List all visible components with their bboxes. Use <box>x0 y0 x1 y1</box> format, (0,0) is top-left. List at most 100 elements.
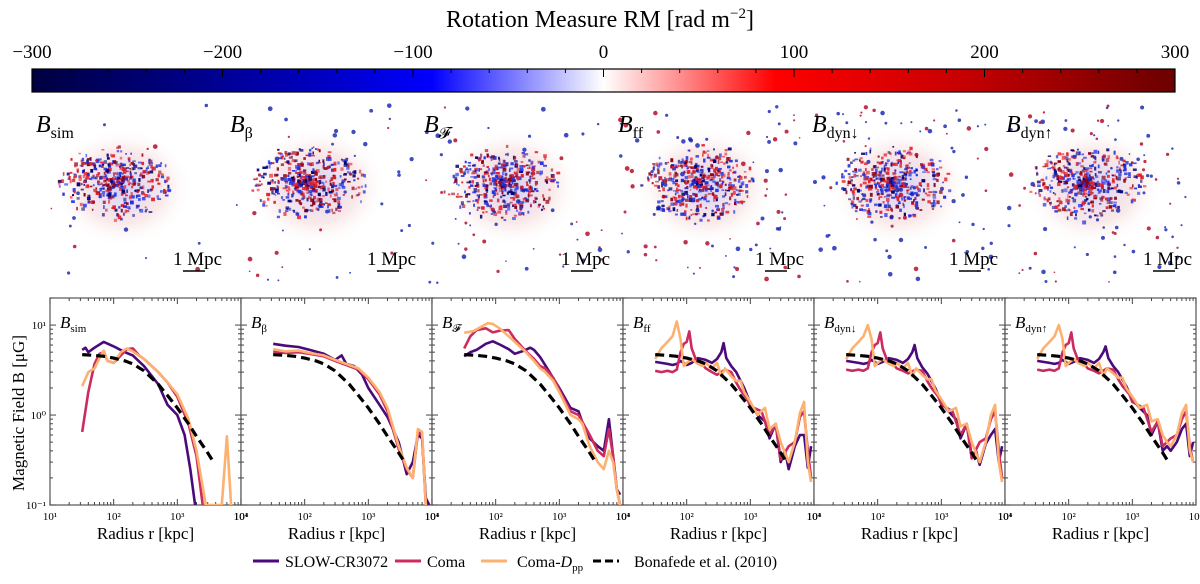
panel-title: Bff <box>633 313 651 335</box>
colorbar: Rotation Measure RM [rad m−2] −300 −200 −1… <box>12 6 1189 93</box>
map-label: B𝓕 <box>424 112 454 142</box>
x-tick-label: 10² <box>107 511 122 523</box>
x-tick-label: 10¹ <box>234 511 248 523</box>
series-line-coma-dpp <box>272 347 428 505</box>
rm-speckles <box>235 103 414 282</box>
colorbar-tick-label: 100 <box>780 42 809 63</box>
profile-panel-5: 10¹ 10² 10³ 10⁴ Radius r [kpc] Bdyn↑ <box>998 297 1200 543</box>
series-line-coma-dpp <box>654 320 813 483</box>
series-line-bonafede-et-al-2010- <box>273 353 406 463</box>
x-tick-label: 10⁴ <box>807 511 822 523</box>
y-tick-label: 10⁻¹ <box>26 500 46 512</box>
x-tick-label: 10² <box>871 511 886 523</box>
rm-speckles <box>618 105 801 282</box>
rm-map-3: Bff 1 Mpc <box>618 105 804 282</box>
scale-bar-label: 1 Mpc <box>949 249 998 270</box>
colorbar-tick-label: −200 <box>203 42 242 63</box>
rm-speckles <box>1006 104 1187 284</box>
panel-frame <box>622 297 815 506</box>
y-tick-label: 10⁰ <box>31 410 47 422</box>
series-line-coma <box>463 327 622 505</box>
colorbar-title: Rotation Measure RM [rad m−2] <box>446 6 754 33</box>
x-axis-label: Radius r [kpc] <box>288 524 385 543</box>
x-tick-label: 10⁴ <box>425 511 440 523</box>
panel-title: Bsim <box>60 313 87 335</box>
rm-map-0: Bsim 1 Mpc <box>36 103 222 275</box>
x-tick-label: 10³ <box>1125 511 1140 523</box>
panel-frame <box>1004 297 1197 506</box>
colorbar-tick-label: 300 <box>1161 42 1190 63</box>
scale-bar-label: 1 Mpc <box>1143 249 1192 270</box>
panel-title: Bdyn↑ <box>1015 313 1047 335</box>
colorbar-tick-label: 0 <box>599 42 609 63</box>
colorbar-tick-label: 200 <box>970 42 999 63</box>
profile-panel-2: 10¹ 10² 10³ 10⁴ Radius r [kpc] B𝓕 <box>425 297 631 543</box>
x-axis-label: Radius r [kpc] <box>479 524 576 543</box>
panel-frame <box>431 297 624 506</box>
rm-speckles <box>812 105 994 283</box>
x-tick-label: 10⁴ <box>234 511 249 523</box>
x-tick-label: 10¹ <box>43 511 57 523</box>
x-tick-label: 10² <box>298 511 313 523</box>
map-label: Bdyn↑ <box>1006 112 1053 142</box>
profile-panel-0: 10¹ 10² 10³ 10⁴ 10⁻¹ 10⁰ 10¹ Radius r [kpc] Bsim <box>26 297 249 543</box>
rm-map-5: Bdyn↑ 1 Mpc <box>1006 104 1192 284</box>
legend-entry: Coma-Dpp <box>481 554 584 574</box>
legend-entry: SLOW-CR3072 <box>253 554 388 571</box>
series-line-slow-cr3072 <box>654 341 813 471</box>
legend: SLOW-CR3072 Coma Coma-Dpp Bonafede et al. (… <box>253 554 777 574</box>
scale-bar-label: 1 Mpc <box>367 249 416 270</box>
x-tick-label: 10² <box>680 511 695 523</box>
series-group <box>1036 323 1195 463</box>
panel-frame <box>813 297 1006 506</box>
x-axis-label: Radius r [kpc] <box>1052 524 1149 543</box>
series-group <box>463 321 622 505</box>
series-line-bonafede-et-al-2010- <box>1037 353 1170 463</box>
panel-title: B𝓕 <box>442 313 462 335</box>
series-line-coma-dpp <box>845 323 1004 483</box>
y-tick-label: 10¹ <box>32 320 46 332</box>
map-label: Bff <box>618 112 644 142</box>
panel-title: Bdyn↓ <box>824 313 856 335</box>
rm-speckles <box>424 106 603 285</box>
series-line-slow-cr3072 <box>81 340 197 505</box>
series-line-coma-dpp <box>1036 323 1195 463</box>
x-tick-label: 10⁴ <box>616 511 631 523</box>
series-line-bonafede-et-al-2010- <box>82 353 215 463</box>
series-line-bonafede-et-al-2010- <box>655 353 788 463</box>
map-label: Bsim <box>36 112 74 142</box>
profile-panel-1: 10¹ 10² 10³ 10⁴ Radius r [kpc] Bβ <box>234 297 440 543</box>
x-tick-label: 10³ <box>170 511 185 523</box>
x-tick-label: 10¹ <box>616 511 630 523</box>
scale-bar-label: 1 Mpc <box>755 249 804 270</box>
x-tick-label: 10¹ <box>425 511 439 523</box>
profile-panel-4: 10¹ 10² 10³ 10⁴ Radius r [kpc] Bdyn↓ <box>807 297 1013 543</box>
legend-label: Coma <box>427 554 465 571</box>
panel-frame <box>49 297 242 506</box>
x-axis-label: Radius r [kpc] <box>97 524 194 543</box>
legend-entry: Bonafede et al. (2010) <box>593 554 777 571</box>
colorbar-ticks: −300 −200 −100 0 100 200 300 <box>12 42 1189 77</box>
series-group <box>654 320 813 483</box>
legend-label: Coma-Dpp <box>517 554 584 574</box>
colorbar-tick-label: −300 <box>12 42 51 63</box>
x-tick-label: 10³ <box>552 511 567 523</box>
x-tick-label: 10¹ <box>807 511 821 523</box>
series-line-bonafede-et-al-2010- <box>846 353 979 463</box>
panel-title: Bβ <box>251 313 267 335</box>
series-group <box>272 342 431 505</box>
map-label: Bβ <box>230 112 253 142</box>
rm-maps: Bsim 1 Mpc Bβ 1 Mpc B𝓕 1 Mpc Bff 1 Mpc Bdyn↓ 1 Mp… <box>36 103 1192 285</box>
x-tick-label: 10¹ <box>998 511 1012 523</box>
x-tick-label: 10⁴ <box>998 511 1013 523</box>
x-tick-label: 10³ <box>743 511 758 523</box>
legend-label: SLOW-CR3072 <box>285 554 388 571</box>
x-tick-label: 10² <box>1062 511 1077 523</box>
profile-panel-3: 10¹ 10² 10³ 10⁴ Radius r [kpc] Bff <box>616 297 822 543</box>
series-line-coma-dpp <box>463 321 622 505</box>
legend-entry: Coma <box>395 554 465 571</box>
series-group <box>80 340 233 505</box>
series-line-slow-cr3072 <box>1036 345 1195 458</box>
x-axis-label: Radius r [kpc] <box>861 524 958 543</box>
rm-map-4: Bdyn↓ 1 Mpc <box>812 105 998 283</box>
